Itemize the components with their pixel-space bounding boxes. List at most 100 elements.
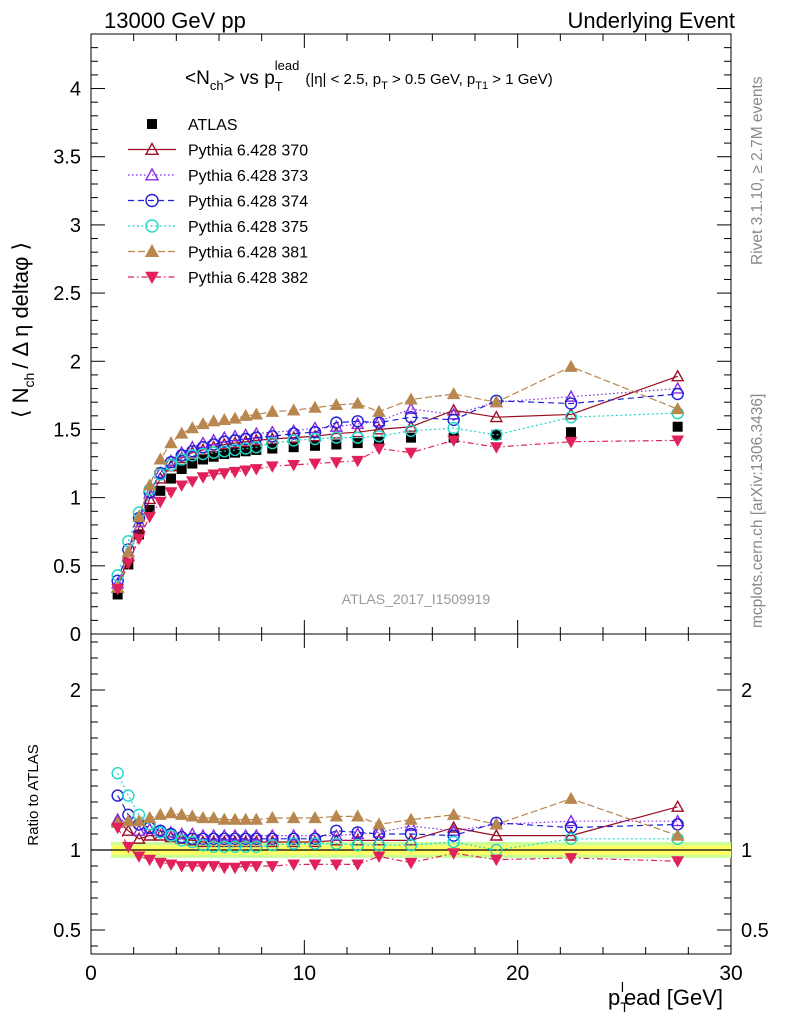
xtick-label: 20 bbox=[506, 962, 529, 985]
title-cond-end: > 1 GeV) bbox=[488, 71, 553, 88]
main-ytick-label: 1 bbox=[70, 488, 81, 510]
ratio-panel-frame bbox=[90, 633, 732, 955]
ratio-ytick-label-right: 1 bbox=[741, 840, 752, 862]
ratio-series-p381 bbox=[110, 791, 685, 841]
ratio-point-p373 bbox=[670, 814, 685, 827]
point-ATLAS bbox=[219, 449, 230, 459]
main-ytick-label: 3 bbox=[70, 215, 81, 237]
xlabel-sub: T bbox=[620, 999, 629, 1015]
ratio-point-p370 bbox=[446, 820, 461, 833]
title-cond-sub2: T1 bbox=[475, 80, 488, 92]
legend-marker-p373 bbox=[144, 167, 160, 181]
ratio-point-p382 bbox=[153, 857, 167, 870]
title-nch: <N bbox=[185, 68, 210, 89]
series-p374 bbox=[111, 387, 684, 588]
point-p375 bbox=[250, 440, 263, 454]
ratio-point-p382 bbox=[196, 861, 210, 873]
ratio-point-p373 bbox=[174, 827, 189, 840]
ratio-point-p382 bbox=[111, 822, 125, 835]
legend-marker-p382 bbox=[145, 271, 159, 285]
point-p382 bbox=[329, 457, 343, 469]
ratio-point-p374 bbox=[447, 829, 460, 842]
ratio-point-p381 bbox=[286, 811, 301, 824]
ratio-point-p382 bbox=[404, 857, 418, 870]
ratio-point-p381 bbox=[564, 791, 578, 804]
point-p373 bbox=[564, 389, 578, 402]
point-p381 bbox=[308, 400, 322, 413]
legend-label-p381: Pythia 6.428 381 bbox=[188, 245, 308, 262]
ratio-point-p374 bbox=[330, 824, 343, 837]
ratio-point-p381 bbox=[142, 811, 157, 824]
ratio-point-p381 bbox=[350, 809, 365, 822]
ratio-ytick-label: 1 bbox=[70, 840, 81, 862]
series-line-p373 bbox=[117, 387, 678, 584]
xtick-label: 10 bbox=[293, 962, 316, 985]
legend-marker-p381 bbox=[144, 244, 160, 257]
title-cond-mid: > 0.5 GeV, p bbox=[388, 71, 475, 88]
point-ATLAS bbox=[240, 446, 251, 457]
ratio-point-p373 bbox=[164, 825, 178, 838]
legend-marker-ATLAS bbox=[147, 119, 157, 129]
point-p382 bbox=[489, 442, 503, 454]
ratio-point-p381 bbox=[121, 814, 136, 827]
ratio-point-p382 bbox=[308, 859, 322, 871]
point-ATLAS bbox=[176, 464, 187, 474]
xtick-label: 30 bbox=[719, 962, 742, 985]
point-p382 bbox=[308, 458, 322, 471]
point-p373 bbox=[329, 419, 344, 432]
point-ATLAS bbox=[155, 485, 166, 496]
ratio-point-p381 bbox=[196, 811, 210, 824]
point-p370 bbox=[372, 422, 386, 435]
point-p381 bbox=[206, 414, 221, 427]
ratio-point-p382 bbox=[207, 861, 221, 873]
ratio-point-p375 bbox=[404, 839, 418, 852]
point-p370 bbox=[249, 433, 264, 446]
ratio-line-p373 bbox=[117, 819, 678, 837]
side-mcplots: mcplots.cern.ch [arXiv:1306.3436] bbox=[749, 394, 766, 628]
point-p381 bbox=[238, 408, 253, 421]
ratio-point-p373 bbox=[286, 828, 301, 841]
point-p381 bbox=[446, 387, 461, 400]
ylabel-post: / Δ η deltaφ ⟩ bbox=[8, 242, 33, 369]
ratio-point-p382 bbox=[175, 861, 189, 873]
point-p370 bbox=[308, 429, 322, 442]
ratio-point-p381 bbox=[249, 812, 264, 825]
ratio-point-p382 bbox=[143, 854, 157, 867]
ratio-point-p381 bbox=[228, 812, 242, 825]
point-ATLAS bbox=[251, 444, 262, 455]
ratio-point-p381 bbox=[132, 814, 146, 827]
ratio-point-p373 bbox=[249, 828, 264, 841]
ratio-point-p381 bbox=[238, 812, 253, 825]
point-p382 bbox=[249, 464, 263, 476]
ratio-point-p382 bbox=[217, 862, 231, 875]
ratio-point-p382 bbox=[132, 851, 146, 863]
ratio-point-p381 bbox=[404, 812, 418, 825]
ratio-ytick-label: 2 bbox=[70, 680, 81, 702]
ylabel-pre: ⟨ N bbox=[8, 388, 33, 419]
legend: ATLAS Pythia 6.428 370 Pythia 6.428 373 Pyt… bbox=[128, 117, 308, 287]
ratio-point-p375 bbox=[111, 767, 124, 780]
series-p373 bbox=[110, 381, 685, 589]
xtick-label: 0 bbox=[85, 962, 97, 985]
ratio-point-p382 bbox=[265, 861, 279, 873]
legend-label-p370: Pythia 6.428 370 bbox=[188, 143, 308, 160]
point-p373 bbox=[404, 402, 418, 415]
point-ATLAS bbox=[491, 429, 502, 440]
point-p375 bbox=[372, 430, 386, 443]
ratio-point-p370 bbox=[142, 828, 157, 841]
main-ytick-label: 0 bbox=[70, 624, 81, 646]
series-line-p374 bbox=[117, 393, 678, 582]
ratio-point-p381 bbox=[308, 811, 322, 824]
point-p374 bbox=[266, 430, 279, 443]
point-p373 bbox=[446, 407, 461, 420]
ratio-point-p374 bbox=[250, 832, 263, 845]
ratio-point-p375 bbox=[164, 829, 178, 842]
point-p374 bbox=[372, 416, 386, 429]
point-p381 bbox=[153, 452, 168, 465]
point-p375 bbox=[330, 431, 343, 444]
ratio-point-p382 bbox=[351, 859, 365, 871]
ratio-point-p374 bbox=[351, 826, 364, 839]
point-p382 bbox=[671, 435, 685, 447]
ratio-point-p373 bbox=[372, 825, 386, 838]
point-p370 bbox=[350, 425, 365, 438]
